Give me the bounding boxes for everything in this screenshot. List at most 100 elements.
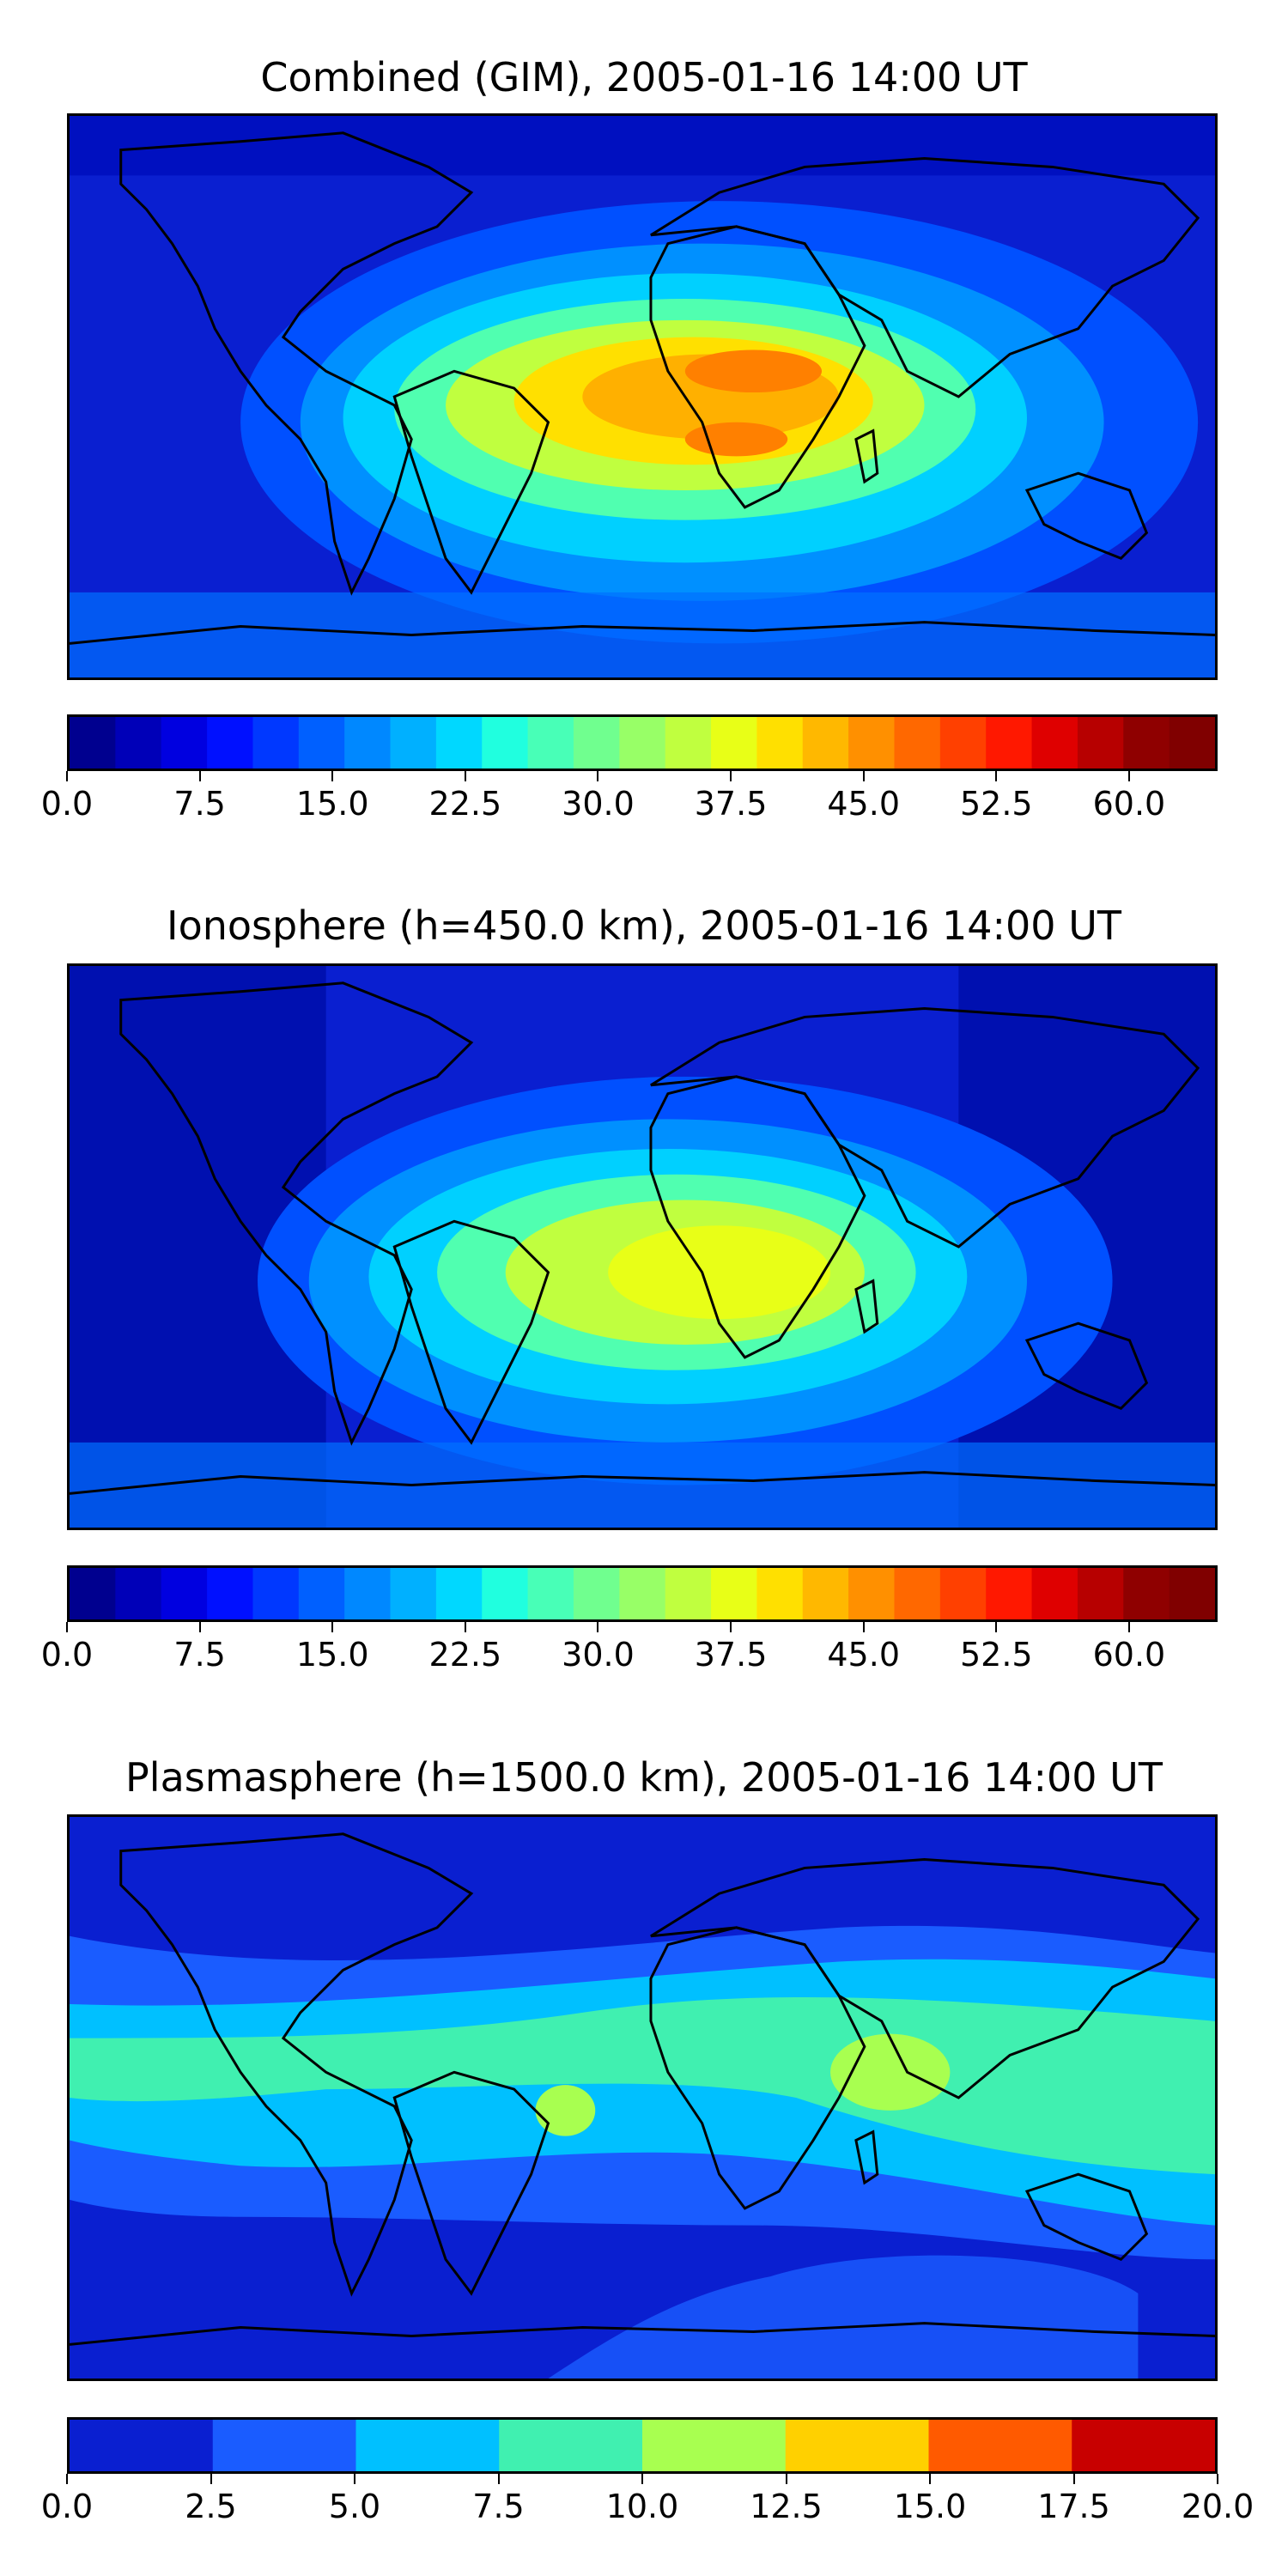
colorbar-swatch: [1123, 1568, 1170, 1619]
colorbar-swatch: [665, 717, 712, 769]
colorbar-tick: [198, 1622, 201, 1632]
panel-title-combined: Combined (GIM), 2005-01-16 14:00 UT: [260, 54, 1028, 100]
colorbar-swatch: [1077, 1568, 1124, 1619]
colorbar-tick-label: 60.0: [1092, 785, 1166, 823]
colorbar-swatch: [848, 717, 896, 769]
colorbar-swatch: [355, 2420, 500, 2471]
colorbar-swatch: [802, 1568, 849, 1619]
colorbar-tick: [210, 2474, 212, 2484]
colorbar-tick: [995, 771, 998, 781]
colorbar-tick: [331, 1622, 334, 1632]
colorbar-tick-label: 0.0: [40, 1636, 94, 1674]
colorbar-tick-label: 60.0: [1092, 1636, 1166, 1674]
colorbar-swatch: [161, 1568, 208, 1619]
colorbar-swatch: [344, 1568, 392, 1619]
colorbar-tick: [66, 771, 68, 781]
colorbar-tick-label: 37.5: [694, 785, 768, 823]
colorbar-ionosphere: [67, 1565, 1218, 1622]
colorbar-tick-label: 12.5: [750, 2488, 823, 2525]
map-combined-gim: [67, 113, 1218, 680]
colorbar-swatch: [298, 1568, 345, 1619]
colorbar-swatch: [928, 2420, 1072, 2471]
colorbar-swatch: [482, 717, 529, 769]
colorbar-swatch: [435, 1568, 483, 1619]
colorbar-tick-label: 30.0: [562, 1636, 635, 1674]
colorbar-swatch: [1169, 717, 1215, 769]
colorbar-swatch: [344, 717, 392, 769]
colorbar-tick: [497, 2474, 500, 2484]
colorbar-swatch: [115, 717, 162, 769]
colorbar-tick-label: 7.5: [173, 1636, 226, 1674]
colorbar-tick-label: 5.0: [328, 2488, 381, 2525]
colorbar-swatch: [70, 2420, 214, 2471]
colorbar-swatch: [642, 2420, 787, 2471]
colorbar-tick: [862, 771, 865, 781]
colorbar-swatch: [619, 717, 666, 769]
colorbar-swatch: [1031, 1568, 1078, 1619]
colorbar-swatch: [756, 717, 804, 769]
colorbar-tick-label: 15.0: [295, 785, 369, 823]
colorbar-swatch: [527, 717, 574, 769]
colorbar-tick-label: 2.5: [185, 2488, 237, 2525]
colorbar-swatch: [756, 1568, 804, 1619]
map-ionosphere: [67, 963, 1218, 1530]
colorbar-swatch: [939, 1568, 987, 1619]
colorbar-tick-label: 0.0: [40, 2488, 94, 2525]
colorbar-tick: [66, 2474, 68, 2484]
colorbar-tick-label: 45.0: [827, 1636, 900, 1674]
colorbar-tick: [354, 2474, 355, 2484]
colorbar-swatch: [207, 717, 254, 769]
colorbar-swatch: [161, 717, 208, 769]
colorbar-swatch: [785, 2420, 930, 2471]
colorbar-tick-label: 15.0: [295, 1636, 369, 1674]
colorbar-tick-label: 45.0: [827, 785, 900, 823]
colorbar-swatch: [482, 1568, 529, 1619]
colorbar-combined: [67, 714, 1218, 771]
colorbar-tick-label: 7.5: [173, 785, 226, 823]
colorbar-tick-label: 10.0: [605, 2488, 679, 2525]
colorbar-tick: [929, 2474, 931, 2484]
map-plasmasphere: [67, 1814, 1218, 2381]
colorbar-ticks-combined: 0.0 7.5 15.0 22.5 30.0 37.5 45.0 52.5 60.0: [41, 771, 1218, 823]
colorbar-swatch: [986, 717, 1033, 769]
colorbar-ticks-plasmasphere: 0.0 2.5 5.0 7.5 10.0 12.5 15.0 17.5 20.0: [41, 2474, 1254, 2525]
colorbar-tick: [597, 771, 599, 781]
colorbar-swatch: [665, 1568, 712, 1619]
colorbar-swatch: [573, 717, 620, 769]
colorbar-tick-label: 30.0: [562, 785, 635, 823]
colorbar-swatch: [390, 717, 437, 769]
colorbar-swatch: [1169, 1568, 1215, 1619]
colorbar-tick-label: 17.5: [1037, 2488, 1110, 2525]
colorbar-tick: [464, 1622, 466, 1632]
colorbar-tick: [785, 2474, 787, 2484]
colorbar-tick-label: 20.0: [1181, 2488, 1255, 2525]
colorbar-tick: [1127, 771, 1130, 781]
colorbar-tick: [995, 1622, 998, 1632]
colorbar-ticks-ionosphere: 0.0 7.5 15.0 22.5 30.0 37.5 45.0 52.5 60.0: [41, 1622, 1218, 1674]
colorbar-swatch: [711, 1568, 757, 1619]
colorbar-tick: [464, 771, 466, 781]
colorbar-swatch: [986, 1568, 1033, 1619]
colorbar-swatch: [207, 1568, 254, 1619]
colorbar-tick: [1217, 2474, 1218, 2484]
colorbar-swatch: [939, 717, 987, 769]
colorbar-tick: [1072, 2474, 1075, 2484]
colorbar-swatch: [1077, 717, 1124, 769]
colorbar-swatch: [894, 1568, 941, 1619]
colorbar-swatch: [894, 717, 941, 769]
colorbar-swatch: [802, 717, 849, 769]
colorbar-tick: [730, 1622, 732, 1632]
colorbar-swatch: [298, 717, 345, 769]
colorbar-swatch: [848, 1568, 896, 1619]
colorbar-tick-label: 0.0: [40, 785, 94, 823]
colorbar-tick-label: 22.5: [428, 1636, 502, 1674]
colorbar-swatch: [1123, 717, 1170, 769]
colorbar-swatch: [252, 717, 300, 769]
colorbar-swatch: [1031, 717, 1078, 769]
colorbar-swatch: [390, 1568, 437, 1619]
colorbar-tick: [730, 771, 732, 781]
colorbar-swatch: [711, 717, 757, 769]
panel-title-ionosphere: Ionosphere (h=450.0 km), 2005-01-16 14:0…: [167, 902, 1121, 949]
colorbar-tick-label: 52.5: [959, 1636, 1033, 1674]
panel-title-plasmasphere: Plasmasphere (h=1500.0 km), 2005-01-16 1…: [125, 1754, 1163, 1801]
